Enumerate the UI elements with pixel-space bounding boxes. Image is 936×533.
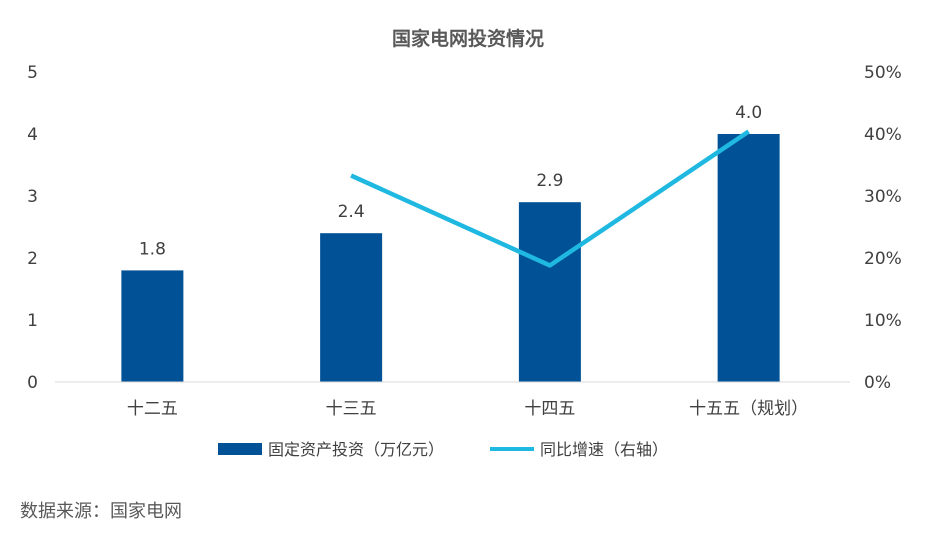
- y2-tick-label: 10%: [864, 311, 902, 331]
- legend-bar-swatch: [218, 443, 262, 455]
- chart-title: 国家电网投资情况: [392, 27, 544, 50]
- y2-tick-label: 20%: [864, 249, 902, 269]
- y2-tick-label: 0%: [864, 373, 891, 393]
- bar-data-label: 2.9: [536, 171, 563, 191]
- x-tick-label: 十三五: [326, 399, 377, 419]
- legend-line-label: 同比增速（右轴）: [540, 440, 668, 459]
- y2-tick-label: 40%: [864, 125, 902, 145]
- y-tick-label: 4: [27, 125, 38, 145]
- x-tick-label: 十四五: [524, 399, 575, 419]
- bar: [121, 270, 184, 382]
- bar-data-label: 2.4: [338, 202, 365, 222]
- x-tick-label: 十二五: [127, 399, 178, 419]
- x-tick-label: 十五五（规划）: [689, 399, 808, 419]
- y2-tick-label: 50%: [864, 63, 902, 83]
- bar-data-label: 4.0: [735, 103, 762, 123]
- y-tick-label: 0: [27, 373, 38, 393]
- bar-data-label: 1.8: [139, 239, 166, 259]
- y-tick-label: 1: [27, 311, 38, 331]
- y-tick-label: 2: [27, 249, 38, 269]
- y2-tick-label: 30%: [864, 187, 902, 207]
- y-tick-label: 3: [27, 187, 38, 207]
- source-note: 数据来源：国家电网: [20, 501, 182, 522]
- bar: [320, 233, 383, 382]
- legend-bar-label: 固定资产投资（万亿元）: [268, 440, 444, 459]
- y-tick-label: 5: [27, 63, 38, 83]
- bar: [717, 134, 780, 382]
- legend: 固定资产投资（万亿元） 同比增速（右轴）: [218, 440, 668, 459]
- bar: [518, 202, 581, 382]
